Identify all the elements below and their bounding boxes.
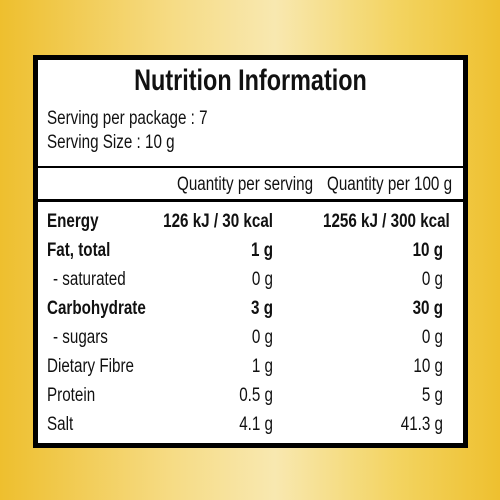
nutrient-name: - saturated bbox=[53, 269, 126, 290]
serving-per-package: Serving per package : 7 bbox=[47, 108, 208, 129]
nutrient-name: Fat, total bbox=[47, 240, 111, 261]
per-serving: 3 g bbox=[251, 298, 273, 319]
divider bbox=[38, 199, 463, 202]
per-100g: 1256 kJ / 300 kcal bbox=[323, 211, 450, 232]
per-100g: 0 g bbox=[421, 269, 443, 290]
per-100g: 10 g bbox=[412, 240, 443, 261]
per-serving: 1 g bbox=[251, 356, 273, 377]
per-serving: 0 g bbox=[251, 269, 273, 290]
per-100g: 10 g bbox=[413, 356, 443, 377]
per-serving: 4.1 g bbox=[239, 414, 273, 435]
nutrient-name: - sugars bbox=[53, 327, 108, 348]
column-header: Quantity per 100 g bbox=[327, 174, 453, 195]
nutrient-name: Carbohydrate bbox=[47, 298, 146, 319]
per-serving: 0 g bbox=[251, 327, 273, 348]
per-100g: 0 g bbox=[421, 327, 443, 348]
nutrient-name: Protein bbox=[47, 385, 96, 406]
column-header: Quantity per serving bbox=[177, 174, 314, 195]
serving-size: Serving Size : 10 g bbox=[47, 132, 175, 153]
per-serving: 126 kJ / 30 kcal bbox=[163, 211, 273, 232]
per-100g: 5 g bbox=[421, 385, 443, 406]
per-100g: 30 g bbox=[412, 298, 443, 319]
nutrient-name: Energy bbox=[47, 211, 99, 232]
divider bbox=[38, 166, 463, 168]
per-serving: 1 g bbox=[251, 240, 273, 261]
label-frame bbox=[33, 55, 468, 448]
title: Nutrition Information bbox=[134, 64, 367, 97]
nutrient-name: Salt bbox=[47, 414, 74, 435]
nutrient-name: Dietary Fibre bbox=[47, 356, 134, 377]
per-100g: 41.3 g bbox=[400, 414, 443, 435]
per-serving: 0.5 g bbox=[239, 385, 273, 406]
